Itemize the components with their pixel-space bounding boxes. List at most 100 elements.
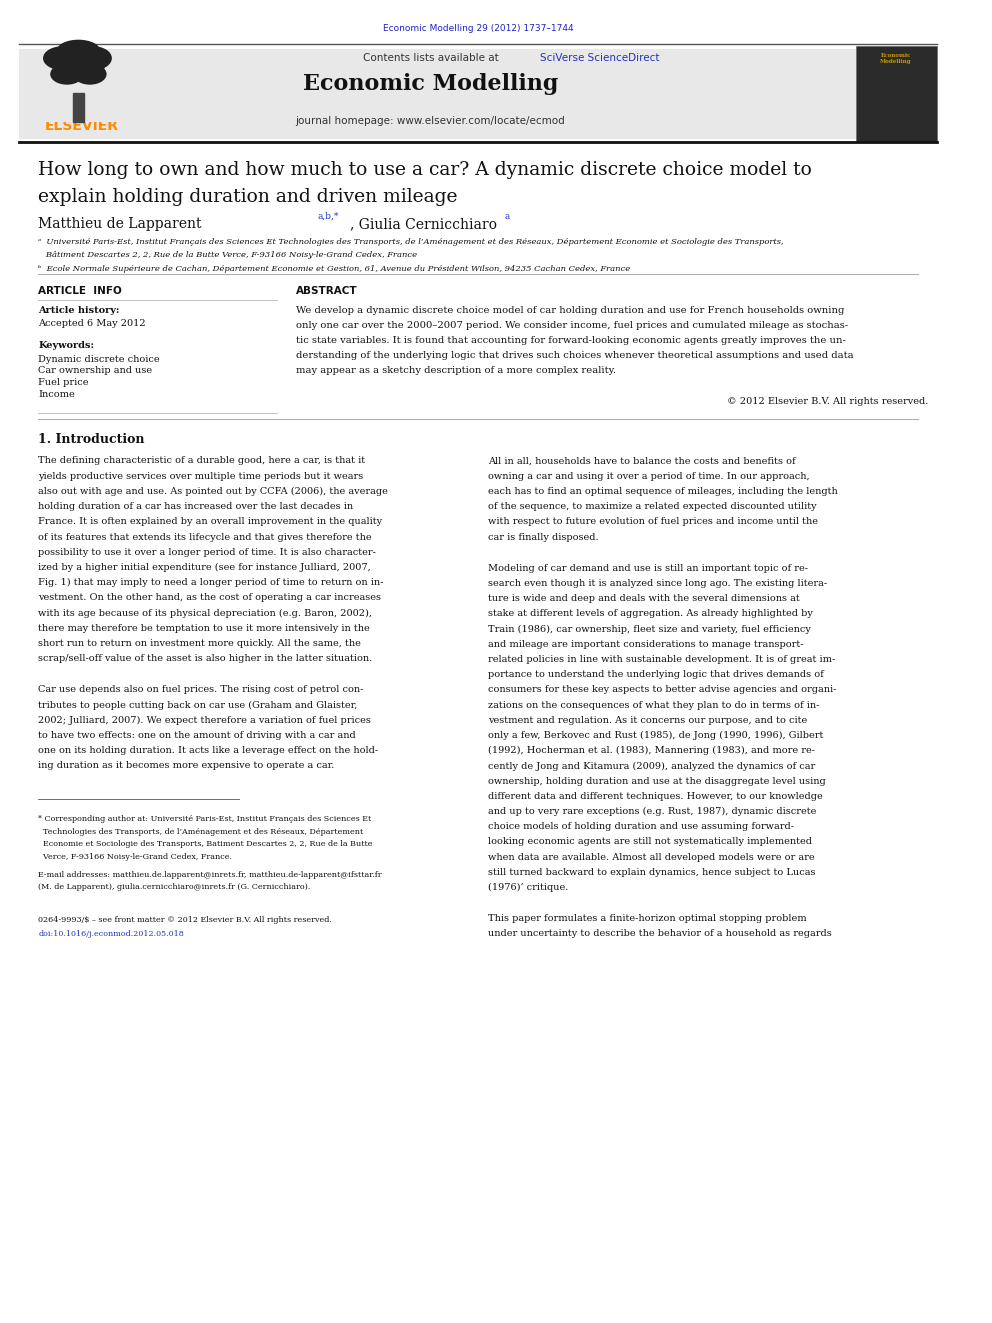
Text: Technologies des Transports, de l’Aménagement et des Réseaux, Département: Technologies des Transports, de l’Aménag…: [39, 828, 363, 836]
Text: 0264-9993/$ – see front matter © 2012 Elsevier B.V. All rights reserved.: 0264-9993/$ – see front matter © 2012 El…: [39, 916, 332, 923]
Ellipse shape: [73, 64, 106, 85]
Text: ᵇ  Ecole Normale Supérieure de Cachan, Département Economie et Gestion, 61, Aven: ᵇ Ecole Normale Supérieure de Cachan, Dé…: [39, 265, 631, 273]
Text: derstanding of the underlying logic that drives such choices whenever theoretica: derstanding of the underlying logic that…: [297, 351, 854, 360]
Text: How long to own and how much to use a car? A dynamic discrete choice model to: How long to own and how much to use a ca…: [39, 161, 812, 180]
Text: ized by a higher initial expenditure (see for instance Julliard, 2007,: ized by a higher initial expenditure (se…: [39, 564, 371, 572]
Text: there may therefore be temptation to use it more intensively in the: there may therefore be temptation to use…: [39, 624, 370, 632]
Text: * Corresponding author at: Université Paris-Est, Institut Français des Sciences : * Corresponding author at: Université Pa…: [39, 815, 371, 823]
Bar: [72, 93, 84, 122]
Text: , Giulia Cernicchiaro: , Giulia Cernicchiaro: [350, 217, 497, 232]
Ellipse shape: [53, 52, 105, 81]
Text: All in all, households have to balance the costs and benefits of: All in all, households have to balance t…: [488, 456, 796, 466]
Text: E-mail addresses: matthieu.de.lapparent@inrets.fr, matthieu.de-lapparent@ifsttar: E-mail addresses: matthieu.de.lapparent@…: [39, 871, 382, 878]
Text: of the sequence, to maximize a related expected discounted utility: of the sequence, to maximize a related e…: [488, 501, 816, 511]
Text: scrap/sell-off value of the asset is also higher in the latter situation.: scrap/sell-off value of the asset is als…: [39, 654, 373, 663]
Text: only a few, Berkovec and Rust (1985), de Jong (1990, 1996), Gilbert: only a few, Berkovec and Rust (1985), de…: [488, 730, 823, 740]
Text: Train (1986), car ownership, fleet size and variety, fuel efficiency: Train (1986), car ownership, fleet size …: [488, 624, 810, 634]
Text: when data are available. Almost all developed models were or are: when data are available. Almost all deve…: [488, 852, 814, 861]
Text: a,b,*: a,b,*: [317, 212, 339, 221]
Text: stake at different levels of aggregation. As already highlighted by: stake at different levels of aggregation…: [488, 609, 812, 618]
Text: vestment and regulation. As it concerns our purpose, and to cite: vestment and regulation. As it concerns …: [488, 716, 806, 725]
Text: 2002; Julliard, 2007). We expect therefore a variation of fuel prices: 2002; Julliard, 2007). We expect therefo…: [39, 716, 371, 725]
FancyBboxPatch shape: [856, 46, 937, 142]
Text: and up to very rare exceptions (e.g. Rust, 1987), dynamic discrete: and up to very rare exceptions (e.g. Rus…: [488, 807, 816, 816]
Text: yields productive services over multiple time periods but it wears: yields productive services over multiple…: [39, 471, 363, 480]
Text: (1992), Hocherman et al. (1983), Mannering (1983), and more re-: (1992), Hocherman et al. (1983), Manneri…: [488, 746, 814, 755]
Text: consumers for these key aspects to better advise agencies and organi-: consumers for these key aspects to bette…: [488, 685, 836, 695]
Text: (M. de Lapparent), giulia.cernicchiaro@inrets.fr (G. Cernicchiaro).: (M. de Lapparent), giulia.cernicchiaro@i…: [39, 884, 310, 892]
Text: different data and different techniques. However, to our knowledge: different data and different techniques.…: [488, 791, 822, 800]
Text: Car use depends also on fuel prices. The rising cost of petrol con-: Car use depends also on fuel prices. The…: [39, 685, 364, 695]
Text: France. It is often explained by an overall improvement in the quality: France. It is often explained by an over…: [39, 517, 382, 527]
Text: one on its holding duration. It acts like a leverage effect on the hold-: one on its holding duration. It acts lik…: [39, 746, 378, 755]
Text: holding duration of a car has increased over the last decades in: holding duration of a car has increased …: [39, 501, 353, 511]
Text: Verce, F-93166 Noisy-le-Grand Cedex, France.: Verce, F-93166 Noisy-le-Grand Cedex, Fra…: [39, 853, 232, 861]
Text: Modeling of car demand and use is still an important topic of re-: Modeling of car demand and use is still …: [488, 564, 807, 573]
Text: looking economic agents are still not systematically implemented: looking economic agents are still not sy…: [488, 837, 811, 847]
Text: may appear as a sketchy description of a more complex reality.: may appear as a sketchy description of a…: [297, 366, 616, 376]
Text: ARTICLE  INFO: ARTICLE INFO: [39, 286, 122, 296]
Text: Dynamic discrete choice: Dynamic discrete choice: [39, 355, 160, 364]
Text: Matthieu de Lapparent: Matthieu de Lapparent: [39, 217, 201, 232]
Text: Economic Modelling: Economic Modelling: [303, 73, 558, 95]
Text: choice models of holding duration and use assuming forward-: choice models of holding duration and us…: [488, 822, 794, 831]
Ellipse shape: [75, 46, 112, 70]
Text: ELSEVIER: ELSEVIER: [45, 119, 118, 134]
Text: owning a car and using it over a period of time. In our approach,: owning a car and using it over a period …: [488, 471, 809, 480]
Text: each has to find an optimal sequence of mileages, including the length: each has to find an optimal sequence of …: [488, 487, 837, 496]
Text: journal homepage: www.elsevier.com/locate/ecmod: journal homepage: www.elsevier.com/locat…: [296, 116, 565, 127]
Text: only one car over the 2000–2007 period. We consider income, fuel prices and cumu: only one car over the 2000–2007 period. …: [297, 320, 848, 329]
Text: doi:10.1016/j.econmod.2012.05.018: doi:10.1016/j.econmod.2012.05.018: [39, 930, 184, 938]
Ellipse shape: [57, 40, 100, 61]
Text: We develop a dynamic discrete choice model of car holding duration and use for F: We develop a dynamic discrete choice mod…: [297, 306, 845, 315]
Text: zations on the consequences of what they plan to do in terms of in-: zations on the consequences of what they…: [488, 700, 819, 709]
Text: to have two effects: one on the amount of driving with a car and: to have two effects: one on the amount o…: [39, 730, 356, 740]
Text: Fuel price: Fuel price: [39, 378, 88, 388]
Text: ture is wide and deep and deals with the several dimensions at: ture is wide and deep and deals with the…: [488, 594, 800, 603]
FancyBboxPatch shape: [24, 53, 134, 122]
Text: car is finally disposed.: car is finally disposed.: [488, 532, 598, 541]
Text: Economie et Sociologie des Transports, Batiment Descartes 2, 2, Rue de la Butte: Economie et Sociologie des Transports, B…: [39, 840, 373, 848]
Text: search even though it is analyzed since long ago. The existing litera-: search even though it is analyzed since …: [488, 578, 826, 587]
Ellipse shape: [43, 46, 81, 70]
Text: Economic Modelling 29 (2012) 1737–1744: Economic Modelling 29 (2012) 1737–1744: [383, 24, 573, 33]
Text: (1976)’ critique.: (1976)’ critique.: [488, 884, 568, 892]
Text: ᵃ  Université Paris-Est, Institut Français des Sciences Et Technologies des Tran: ᵃ Université Paris-Est, Institut Françai…: [39, 238, 784, 246]
Text: explain holding duration and driven mileage: explain holding duration and driven mile…: [39, 188, 457, 206]
Text: Bâtiment Descartes 2, 2, Rue de la Butte Verce, F-93166 Noisy-le-Grand Cedex, Fr: Bâtiment Descartes 2, 2, Rue de la Butte…: [39, 251, 418, 259]
Text: with its age because of its physical depreciation (e.g. Baron, 2002),: with its age because of its physical dep…: [39, 609, 372, 618]
Text: Economic
Modelling: Economic Modelling: [880, 53, 912, 64]
Text: © 2012 Elsevier B.V. All rights reserved.: © 2012 Elsevier B.V. All rights reserved…: [727, 397, 929, 406]
Text: possibility to use it over a longer period of time. It is also character-: possibility to use it over a longer peri…: [39, 548, 376, 557]
Text: Accepted 6 May 2012: Accepted 6 May 2012: [39, 319, 146, 328]
Text: 1. Introduction: 1. Introduction: [39, 433, 145, 446]
Text: ABSTRACT: ABSTRACT: [297, 286, 358, 296]
Text: tic state variables. It is found that accounting for forward-looking economic ag: tic state variables. It is found that ac…: [297, 336, 846, 345]
Text: also out with age and use. As pointed out by CCFA (2006), the average: also out with age and use. As pointed ou…: [39, 487, 388, 496]
Text: Income: Income: [39, 390, 75, 400]
Text: SciVerse ScienceDirect: SciVerse ScienceDirect: [541, 53, 660, 64]
Text: This paper formulates a finite-horizon optimal stopping problem: This paper formulates a finite-horizon o…: [488, 914, 806, 923]
Text: of its features that extends its lifecycle and that gives therefore the: of its features that extends its lifecyc…: [39, 532, 372, 541]
Text: Contents lists available at: Contents lists available at: [363, 53, 502, 64]
Text: tributes to people cutting back on car use (Graham and Glaister,: tributes to people cutting back on car u…: [39, 701, 358, 709]
Text: cently de Jong and Kitamura (2009), analyzed the dynamics of car: cently de Jong and Kitamura (2009), anal…: [488, 761, 814, 770]
Text: short run to return on investment more quickly. All the same, the: short run to return on investment more q…: [39, 639, 361, 648]
Text: portance to understand the underlying logic that drives demands of: portance to understand the underlying lo…: [488, 669, 823, 679]
FancyBboxPatch shape: [19, 49, 856, 139]
Text: still turned backward to explain dynamics, hence subject to Lucas: still turned backward to explain dynamic…: [488, 868, 815, 877]
Text: a: a: [502, 212, 510, 221]
Text: The defining characteristic of a durable good, here a car, is that it: The defining characteristic of a durable…: [39, 456, 365, 466]
Text: under uncertainty to describe the behavior of a household as regards: under uncertainty to describe the behavi…: [488, 929, 831, 938]
Text: Keywords:: Keywords:: [39, 341, 94, 351]
Ellipse shape: [51, 64, 83, 85]
Text: with respect to future evolution of fuel prices and income until the: with respect to future evolution of fuel…: [488, 517, 817, 527]
Text: and mileage are important considerations to manage transport-: and mileage are important considerations…: [488, 639, 804, 648]
Text: Fig. 1) that may imply to need a longer period of time to return on in-: Fig. 1) that may imply to need a longer …: [39, 578, 384, 587]
Text: ownership, holding duration and use at the disaggregate level using: ownership, holding duration and use at t…: [488, 777, 825, 786]
Text: ing duration as it becomes more expensive to operate a car.: ing duration as it becomes more expensiv…: [39, 762, 334, 770]
Text: vestment. On the other hand, as the cost of operating a car increases: vestment. On the other hand, as the cost…: [39, 593, 381, 602]
Text: Article history:: Article history:: [39, 306, 120, 315]
Text: related policies in line with sustainable development. It is of great im-: related policies in line with sustainabl…: [488, 655, 835, 664]
Text: Car ownership and use: Car ownership and use: [39, 366, 153, 376]
